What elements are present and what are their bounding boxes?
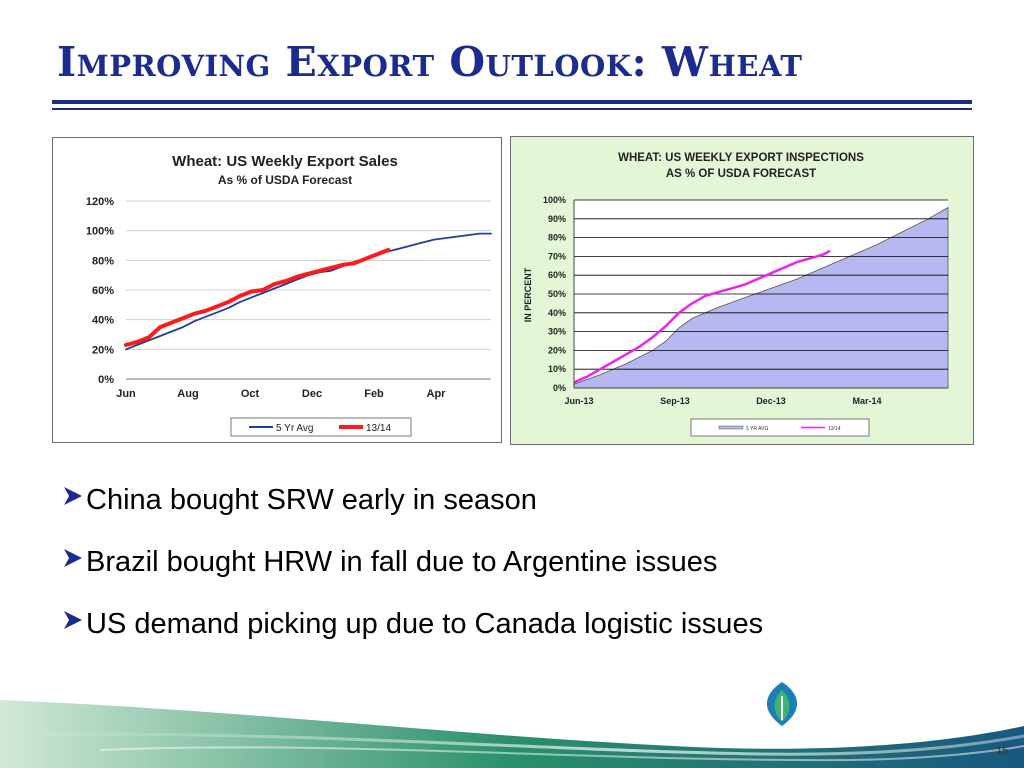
chart1-xtick-label: Aug [177,388,198,400]
chart1-xtick-label: Feb [364,388,384,400]
chart2-legend [690,418,870,437]
chart1-series-5yr-avg [125,232,492,351]
chart1-series-1314 [124,248,391,347]
chart1-ytick-label: 60% [92,285,114,297]
adm-logo-text: ADM [763,729,802,748]
chart2-ytick-label: 0% [553,383,566,393]
chart1-xtick-label: Jun [116,388,136,400]
chart2-legend-swatch-5yr [718,425,744,430]
bullet-list: China bought SRW early in season Brazil … [62,484,763,670]
export-sales-chart: Wheat: US Weekly Export Sales As % of US… [52,137,502,443]
chart1-ytick-label: 100% [86,226,114,238]
export-inspections-chart-svg: WHEAT: US WEEKLY EXPORT INSPECTIONS AS %… [523,152,949,437]
title-rule-thick [52,100,972,104]
chart2-ytick-label: 50% [548,289,566,299]
chart1-title: Wheat: US Weekly Export Sales [172,153,398,170]
chart1-legend [230,417,412,437]
chart1-subtitle: As % of USDA Forecast [218,173,352,187]
bullet-item: US demand picking up due to Canada logis… [62,608,763,670]
chart1-ytick-label: 0% [98,374,114,386]
chart2-ytick-label: 100% [543,195,566,205]
chart1-ytick-label: 20% [92,344,114,356]
chart2-series-5yr-avg-area [573,206,949,389]
chart2-ytick-label: 80% [548,233,566,243]
chart1-ytick-label: 40% [92,315,114,327]
chart2-ytick-label: 40% [548,308,566,318]
chart2-ytick-label: 30% [548,327,566,337]
export-sales-chart-svg: Wheat: US Weekly Export Sales As % of US… [86,153,492,437]
chart1-xtick-label: Apr [427,388,447,400]
chart2-xtick-label: Mar-14 [852,396,881,406]
chart1-legend-label-1314: 13/14 [366,423,391,434]
page-number: 15 [996,745,1009,757]
chart2-ytick-label: 90% [548,214,566,224]
arrow-bullet-icon [62,545,86,575]
footer-wave-decoration [0,700,1024,768]
title-rule-thin [52,108,972,110]
chart2-ylabel: IN PERCENT [523,267,533,322]
chart2-subtitle: AS % OF USDA FORECAST [666,168,816,180]
chart1-xtick-label: Oct [241,388,260,400]
chart2-ytick-label: 70% [548,251,566,261]
chart1-legend-label-5yr: 5 Yr Avg [276,423,313,434]
chart2-ytick-label: 20% [548,345,566,355]
chart2-xtick-label: Jun-13 [564,396,593,406]
chart2-xtick-label: Dec-13 [756,396,786,406]
slide-title: Improving Export Outlook: Wheat [57,38,803,86]
bullet-text: China bought SRW early in season [86,484,537,516]
chart1-ytick-label: 120% [86,196,114,208]
chart2-ytick-label: 60% [548,270,566,280]
arrow-bullet-icon [62,483,86,513]
bullet-item: China bought SRW early in season [62,484,763,546]
arrow-bullet-icon [62,607,86,637]
chart2-legend-label-1314: 13/14 [828,426,841,432]
bullet-text: Brazil bought HRW in fall due to Argenti… [86,546,718,578]
chart1-ytick-label: 80% [92,255,114,267]
chart2-xtick-label: Sep-13 [660,396,690,406]
bullet-text: US demand picking up due to Canada logis… [86,608,764,640]
export-inspections-chart: WHEAT: US WEEKLY EXPORT INSPECTIONS AS %… [510,136,974,445]
chart1-xtick-label: Dec [302,388,322,400]
chart2-legend-label-5yr: 5 YR AVG [746,426,768,432]
chart2-series-1314 [573,249,831,384]
chart2-title: WHEAT: US WEEKLY EXPORT INSPECTIONS [618,152,864,164]
adm-logo: ADM [763,682,802,748]
bullet-item: Brazil bought HRW in fall due to Argenti… [62,546,763,608]
chart2-ytick-label: 10% [548,364,566,374]
